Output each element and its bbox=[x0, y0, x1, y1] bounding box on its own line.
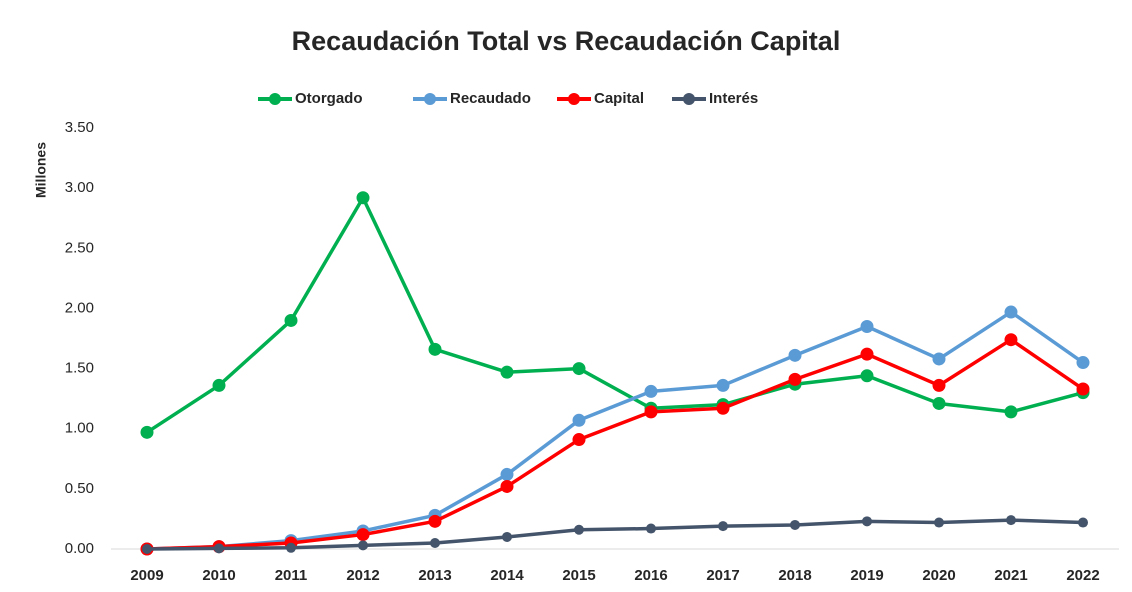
y-tick-label: 1.00 bbox=[65, 420, 94, 437]
point bbox=[572, 362, 586, 376]
point bbox=[788, 372, 802, 386]
y-tick-label: 2.00 bbox=[65, 299, 94, 316]
x-tick-label: 2014 bbox=[490, 567, 524, 584]
x-tick-label: 2021 bbox=[994, 567, 1027, 584]
legend-marker bbox=[683, 93, 695, 105]
point bbox=[284, 313, 298, 327]
point bbox=[860, 319, 874, 333]
point bbox=[502, 531, 512, 542]
x-tick-label: 2019 bbox=[850, 567, 883, 584]
point bbox=[358, 540, 368, 551]
point bbox=[572, 433, 586, 447]
point bbox=[646, 523, 656, 534]
x-tick-label: 2012 bbox=[346, 567, 379, 584]
legend-label: Interés bbox=[709, 90, 758, 107]
x-tick-label: 2015 bbox=[562, 567, 595, 584]
point bbox=[428, 342, 442, 356]
point bbox=[356, 528, 370, 542]
point bbox=[286, 542, 296, 553]
point bbox=[716, 378, 730, 392]
y-tick-label: 0.50 bbox=[65, 480, 94, 497]
point bbox=[716, 401, 730, 415]
legend-label: Otorgado bbox=[295, 90, 363, 107]
x-tick-label: 2013 bbox=[418, 567, 451, 584]
point bbox=[212, 378, 226, 392]
chart-title: Recaudación Total vs Recaudación Capital bbox=[292, 26, 841, 56]
point bbox=[1076, 356, 1090, 370]
point bbox=[428, 514, 442, 528]
point bbox=[430, 537, 440, 548]
x-tick-label: 2016 bbox=[634, 567, 667, 584]
legend-marker bbox=[269, 93, 281, 105]
legend-label: Capital bbox=[594, 90, 644, 107]
legend-marker bbox=[568, 93, 580, 105]
legend-label: Recaudado bbox=[450, 90, 531, 107]
point bbox=[788, 348, 802, 362]
point bbox=[934, 517, 944, 528]
x-tick-label: 2011 bbox=[275, 567, 308, 584]
point bbox=[932, 396, 946, 410]
series-line bbox=[146, 310, 1085, 551]
point bbox=[932, 352, 946, 366]
point bbox=[574, 524, 584, 535]
point bbox=[862, 516, 872, 527]
x-tick-label: 2020 bbox=[922, 567, 955, 584]
point bbox=[1006, 515, 1016, 526]
x-tick-label: 2022 bbox=[1066, 567, 1099, 584]
y-tick-label: 2.50 bbox=[65, 239, 94, 256]
point bbox=[860, 369, 874, 383]
point bbox=[572, 413, 586, 427]
point bbox=[500, 467, 514, 481]
y-tick-label: 0.00 bbox=[65, 540, 94, 557]
y-tick-label: 1.50 bbox=[65, 360, 94, 377]
y-axis-title: Millones bbox=[33, 142, 49, 198]
point bbox=[718, 521, 728, 532]
series-line bbox=[146, 518, 1084, 551]
point bbox=[860, 347, 874, 361]
y-tick-label: 3.50 bbox=[65, 119, 94, 136]
x-tick-label: 2009 bbox=[130, 567, 163, 584]
point bbox=[1004, 405, 1018, 419]
series-line bbox=[146, 337, 1084, 551]
y-tick-label: 3.00 bbox=[65, 179, 94, 196]
point bbox=[790, 519, 800, 530]
point bbox=[140, 425, 154, 439]
x-tick-label: 2017 bbox=[706, 567, 739, 584]
legend-marker bbox=[424, 93, 436, 105]
point bbox=[500, 479, 514, 493]
point bbox=[1004, 333, 1018, 347]
point bbox=[1076, 382, 1090, 396]
point bbox=[356, 191, 370, 205]
point bbox=[1004, 305, 1018, 319]
point bbox=[1078, 517, 1088, 528]
series-line bbox=[146, 196, 1084, 434]
point bbox=[142, 544, 152, 554]
point bbox=[932, 378, 946, 392]
point bbox=[500, 365, 514, 379]
x-tick-label: 2010 bbox=[202, 567, 235, 584]
point bbox=[644, 405, 658, 419]
x-tick-label: 2018 bbox=[778, 567, 811, 584]
point bbox=[214, 543, 224, 554]
point bbox=[644, 384, 658, 398]
